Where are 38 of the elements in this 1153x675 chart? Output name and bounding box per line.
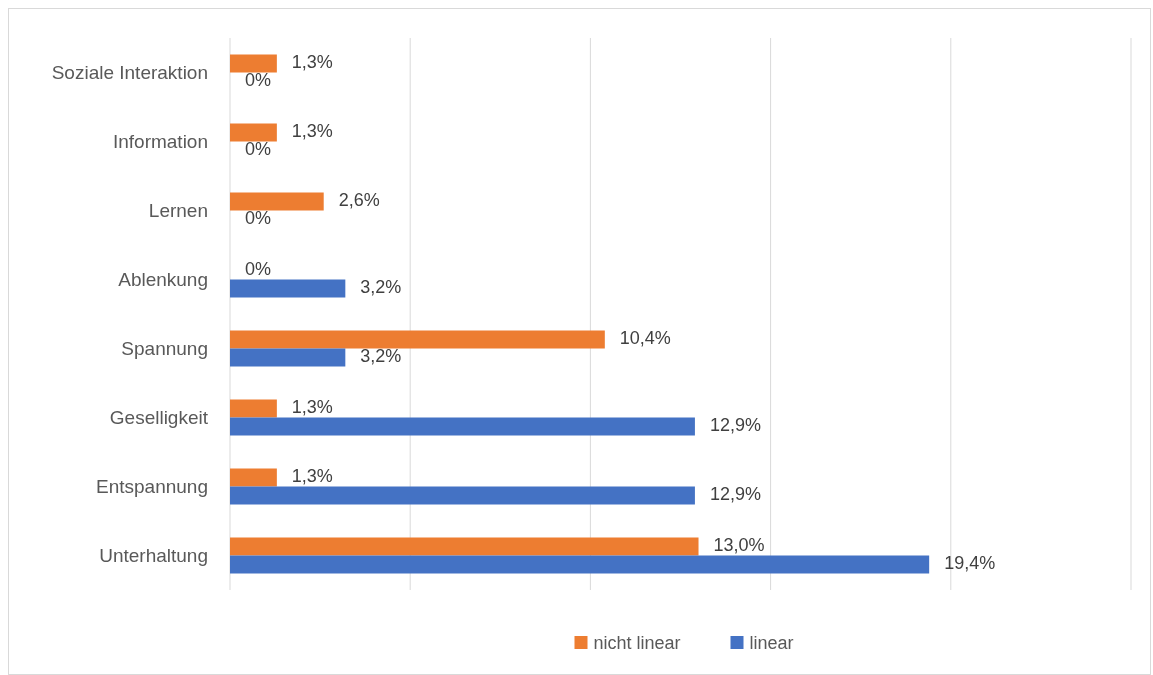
bar <box>230 54 277 73</box>
data-label: 1,3% <box>291 465 333 486</box>
data-label: 12,9% <box>709 414 761 435</box>
data-label: 0% <box>245 69 272 90</box>
data-label: 12,9% <box>709 483 761 504</box>
y-tick-label: Information <box>112 130 208 152</box>
legend-label: linear <box>749 633 794 653</box>
y-tick-label: Soziale Interaktion <box>51 61 208 83</box>
data-label: 3,2% <box>360 345 402 366</box>
y-tick-label: Geselligkeit <box>109 406 209 428</box>
bar <box>230 537 699 556</box>
data-label: 13,0% <box>713 534 765 555</box>
y-tick-label: Unterhaltung <box>99 544 208 566</box>
data-label: 3,2% <box>360 276 402 297</box>
data-label: 19,4% <box>944 552 996 573</box>
data-label: 10,4% <box>619 327 671 348</box>
data-label: 0% <box>245 258 272 279</box>
bar <box>230 123 277 142</box>
bar <box>230 399 277 418</box>
bar <box>230 486 695 505</box>
y-tick-label: Lernen <box>148 199 208 221</box>
bar <box>230 348 346 367</box>
bar <box>230 417 695 436</box>
data-label: 2,6% <box>338 189 380 210</box>
data-label: 1,3% <box>291 396 333 417</box>
bar <box>230 330 605 349</box>
bar <box>230 279 346 298</box>
data-label: 0% <box>245 207 272 228</box>
bar <box>230 555 930 574</box>
bar <box>230 192 324 211</box>
y-tick-label: Spannung <box>121 337 208 359</box>
y-tick-label: Ablenkung <box>118 268 208 290</box>
y-tick-label: Entspannung <box>96 475 208 497</box>
legend-label: nicht linear <box>593 633 681 653</box>
data-label: 1,3% <box>291 51 333 72</box>
bar <box>230 468 277 487</box>
data-label: 0% <box>245 138 272 159</box>
data-label: 1,3% <box>291 120 333 141</box>
